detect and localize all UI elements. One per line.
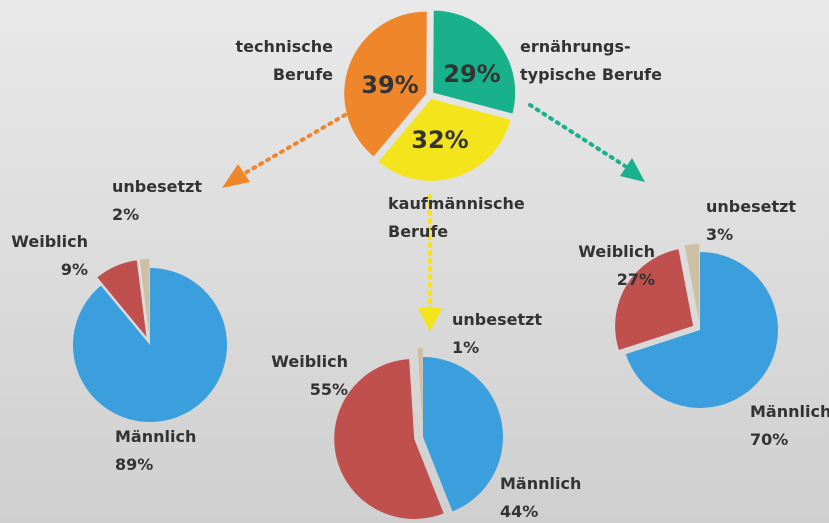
pie-slice (72, 268, 227, 423)
pie-slice (334, 359, 444, 519)
value-label: 32% (411, 126, 469, 154)
slice-label-group: Weiblich 55% (271, 348, 348, 404)
arrow (418, 194, 442, 332)
slice-label: Männlich (115, 427, 197, 446)
slice-label-group: Weiblich 9% (11, 228, 88, 284)
slice-label: kaufmännische Berufe (388, 194, 525, 241)
pie-slice (615, 249, 694, 351)
slice-label-group: Weiblich 27% (578, 238, 655, 294)
slice-label-group: unbesetzt 2% (112, 173, 202, 229)
value-label: 2% (112, 205, 140, 224)
value-label: 3% (706, 225, 734, 244)
pie-slice (97, 260, 147, 337)
slice-label: ernährungs- typische Berufe (520, 37, 662, 84)
pie-slice (423, 357, 503, 512)
slice-label-group: Männlich 44% (500, 470, 581, 523)
slice-label: Weiblich (271, 352, 348, 371)
value-label: 89% (115, 455, 154, 474)
slice-label: unbesetzt (706, 197, 797, 216)
pie-slice (378, 98, 511, 181)
slice-label-group: unbesetzt 3% (706, 193, 796, 249)
slice-label-group: unbesetzt 1% (452, 306, 542, 362)
slice-label: Männlich (750, 402, 829, 421)
slice-label: unbesetzt (452, 310, 543, 329)
slice-label: Weiblich (578, 242, 655, 261)
pie-slice (417, 348, 423, 429)
pie-slice (433, 10, 516, 114)
slice-label: Weiblich (11, 232, 88, 251)
pie-slice (625, 252, 778, 408)
value-label: 1% (452, 338, 480, 357)
arrow (528, 103, 645, 182)
pie-slice (139, 259, 150, 337)
value-label: 70% (750, 430, 789, 449)
slice-label: unbesetzt (112, 177, 203, 196)
value-label: 55% (309, 380, 348, 399)
slice-label: technische Berufe (235, 37, 334, 84)
slice-label-group: Männlich 89% (115, 423, 196, 479)
value-label: 29% (443, 60, 501, 88)
pie-slice (344, 11, 427, 157)
value-label: 39% (361, 71, 419, 99)
value-label: 27% (616, 270, 655, 289)
slice-label: Männlich (500, 474, 582, 493)
arrow (222, 113, 347, 188)
value-label: 44% (500, 502, 539, 521)
pie-slice (684, 244, 700, 323)
slice-label-group: Männlich 70% (750, 398, 829, 454)
value-label: 9% (60, 260, 88, 279)
